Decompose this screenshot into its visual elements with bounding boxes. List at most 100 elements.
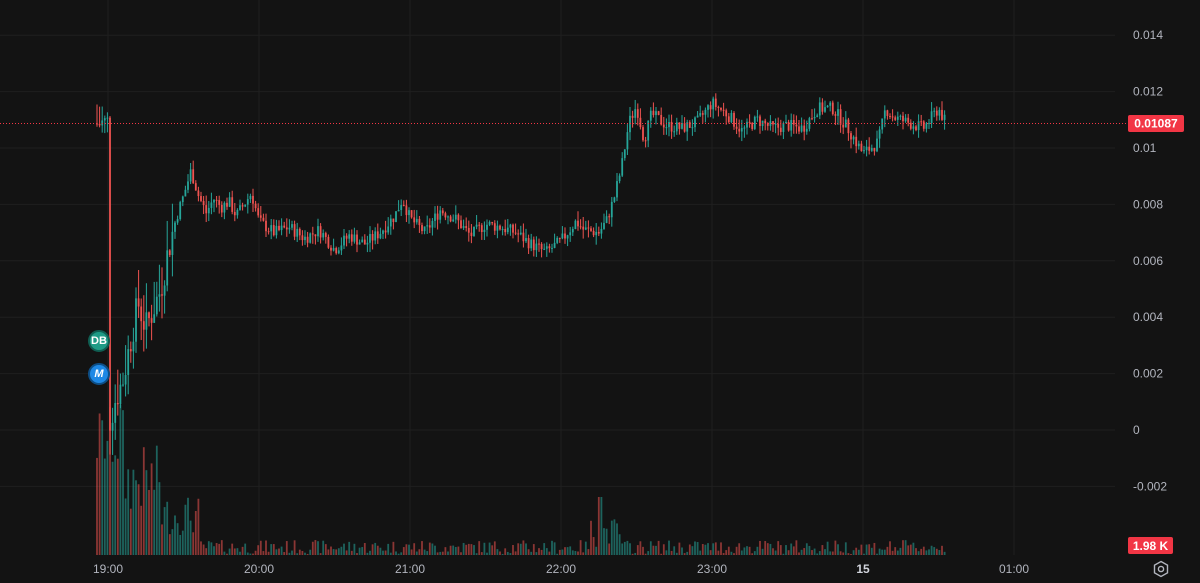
x-tick-label: 23:00 <box>697 562 727 576</box>
candle-body <box>621 158 624 176</box>
volume-bar <box>556 553 559 555</box>
m-event-marker[interactable]: M <box>88 363 110 385</box>
volume-bar <box>662 544 665 555</box>
volume-bar <box>309 549 312 555</box>
volume-bar <box>228 548 231 555</box>
volume-bar <box>777 541 780 555</box>
candle-body <box>597 231 600 234</box>
candle-body <box>200 196 202 201</box>
candle-body <box>189 169 192 182</box>
candle-body <box>772 121 774 125</box>
volume-bar <box>218 543 221 555</box>
volume-bar <box>392 541 395 555</box>
candle-body <box>470 232 473 236</box>
y-tick-label: 0.006 <box>1133 254 1163 268</box>
y-tick-label: -0.002 <box>1133 479 1167 493</box>
volume-bar <box>519 543 522 555</box>
volume-bar <box>766 543 769 555</box>
candle-body <box>902 115 904 122</box>
volume-bar <box>379 547 382 555</box>
candle-body <box>101 120 104 126</box>
candle-body <box>184 189 187 197</box>
volume-bar <box>483 542 486 555</box>
candle-body <box>369 234 371 243</box>
candle-body <box>358 242 361 245</box>
volume-bar <box>415 551 418 555</box>
candle-body <box>478 224 481 226</box>
volume-bar <box>548 551 551 555</box>
x-tick-label: 20:00 <box>244 562 274 576</box>
volume-bar <box>174 515 176 555</box>
candle-body <box>465 226 468 229</box>
candle-body <box>389 218 392 227</box>
candle-body <box>722 109 725 111</box>
volume-bar <box>725 550 728 555</box>
volume-bar <box>353 543 356 555</box>
volume-bar <box>369 550 371 555</box>
candle-body <box>111 422 114 431</box>
candle-body <box>519 232 522 235</box>
volume-bar <box>941 545 943 555</box>
volume-bar <box>397 553 400 555</box>
candle-body <box>278 225 280 231</box>
volume-bar <box>891 550 894 555</box>
candle-body <box>514 232 517 234</box>
candle-body <box>889 115 891 117</box>
volume-bar <box>434 545 436 555</box>
db-event-marker[interactable]: DB <box>88 330 110 352</box>
candle-body <box>387 226 390 233</box>
volume-bar <box>231 543 234 555</box>
candle-body <box>506 227 509 233</box>
volume-bar <box>774 550 777 555</box>
candle-body <box>738 128 741 132</box>
candle-body <box>215 199 218 201</box>
volume-bar <box>623 541 626 555</box>
candle-body <box>660 114 663 125</box>
candle-body <box>696 115 699 118</box>
candle-body <box>717 106 720 108</box>
x-tick-label: 15 <box>856 562 870 576</box>
candle-body <box>896 116 899 120</box>
candle-body <box>657 111 660 115</box>
volume-bar <box>553 542 556 555</box>
price-axis[interactable]: 0.014 0.012 0.01 0.008 0.006 0.004 0.002 0 -0.00… <box>1133 28 1167 493</box>
candle-body <box>691 127 694 129</box>
gear-icon[interactable] <box>1152 560 1170 578</box>
volume-bar <box>696 542 699 555</box>
volume-bar <box>779 545 782 555</box>
volume-bar <box>184 504 187 555</box>
volume-bar <box>283 552 286 555</box>
candle-body <box>774 123 777 125</box>
candle-body <box>852 136 855 140</box>
candle-body <box>129 349 132 352</box>
volume-bar <box>899 547 902 555</box>
volume-bar <box>816 553 819 555</box>
y-tick-label: 0.012 <box>1133 85 1163 99</box>
candle-body <box>652 110 655 116</box>
candle-body <box>647 120 650 141</box>
volume-bar <box>525 543 527 555</box>
volume-bar <box>376 545 379 555</box>
volume-bar <box>772 548 774 555</box>
candle-body <box>444 213 447 218</box>
volume-bar <box>345 550 348 555</box>
time-axis[interactable]: 19:00 20:00 21:00 22:00 23:00 15 01:00 <box>93 562 1029 576</box>
candle-body <box>855 136 858 147</box>
candle-body <box>454 214 457 220</box>
volume-bar <box>678 542 681 555</box>
candle-body <box>522 232 525 242</box>
volume-bar <box>447 551 449 555</box>
volume-bar <box>423 549 426 555</box>
candle-body <box>265 220 267 232</box>
candle-body <box>538 243 540 245</box>
volume-bar <box>740 550 743 555</box>
candle-body <box>332 247 335 251</box>
candle-body <box>675 122 678 132</box>
candle-body <box>870 148 873 151</box>
candle-body <box>831 102 834 115</box>
volume-bar <box>876 553 878 555</box>
candle-body <box>894 117 897 120</box>
candle-body <box>103 118 106 121</box>
candle-body <box>179 202 182 220</box>
